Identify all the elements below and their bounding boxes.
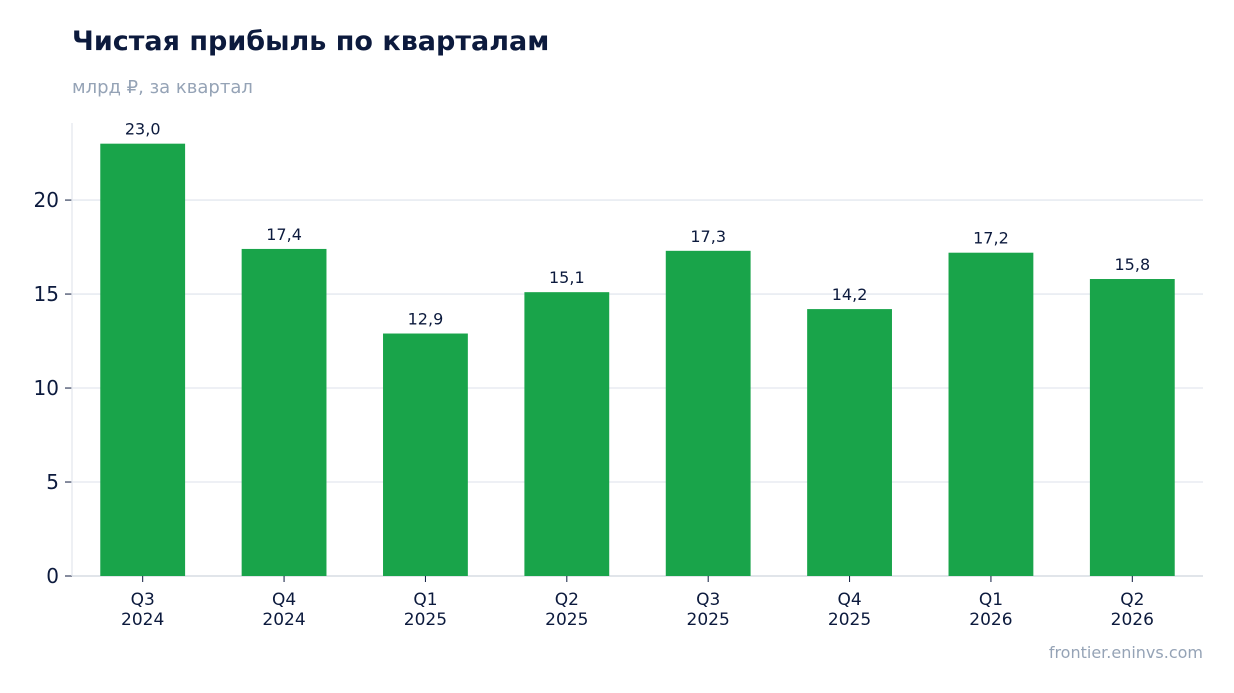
data-labels: 23,0 17,4 12,9 15,1 17,3 14,2 17,2 15,8 bbox=[125, 120, 1150, 329]
x-tick-quarter: Q1 bbox=[979, 590, 1003, 610]
y-tick-labels: 0 5 10 15 20 bbox=[34, 188, 59, 588]
data-label: 15,1 bbox=[549, 268, 585, 287]
y-tick-label: 5 bbox=[46, 470, 59, 494]
x-tick-quarter: Q3 bbox=[131, 590, 155, 610]
x-tick-year: 2025 bbox=[687, 610, 730, 630]
bar bbox=[948, 252, 1034, 577]
bar bbox=[241, 248, 327, 577]
x-tick-year: 2025 bbox=[828, 610, 871, 630]
x-tick-year: 2025 bbox=[404, 610, 447, 630]
x-tick-quarter: Q3 bbox=[696, 590, 720, 610]
x-tick-year: 2026 bbox=[969, 610, 1012, 630]
bar bbox=[807, 309, 892, 576]
data-label: 23,0 bbox=[125, 120, 161, 139]
x-tick-year: 2025 bbox=[545, 610, 588, 630]
data-label: 17,2 bbox=[973, 229, 1009, 248]
x-tick-label: Q3 2025 bbox=[687, 590, 730, 630]
x-tick-label: Q2 2025 bbox=[545, 590, 588, 630]
data-label: 17,3 bbox=[690, 227, 726, 246]
data-label: 17,4 bbox=[266, 225, 302, 244]
x-tick-label: Q1 2025 bbox=[404, 590, 447, 630]
chart-title: Чистая прибыль по кварталам bbox=[72, 26, 550, 57]
x-tick-label: Q3 2024 bbox=[121, 590, 164, 630]
data-label: 14,2 bbox=[832, 285, 868, 304]
x-tick-label: Q4 2024 bbox=[262, 590, 305, 630]
x-tick-quarter: Q2 bbox=[1120, 590, 1144, 610]
source-credit: frontier.eninvs.com bbox=[1048, 643, 1203, 662]
x-tick-year: 2026 bbox=[1111, 610, 1154, 630]
bar bbox=[383, 333, 468, 576]
x-tick-label: Q2 2026 bbox=[1111, 590, 1154, 630]
bar bbox=[524, 292, 610, 576]
y-tick-label: 15 bbox=[34, 282, 59, 306]
x-tick-label: Q4 2025 bbox=[828, 590, 871, 630]
bar bbox=[1089, 279, 1175, 576]
y-tick-label: 20 bbox=[34, 188, 59, 212]
data-label: 15,8 bbox=[1115, 255, 1151, 274]
y-tick-label: 10 bbox=[34, 376, 59, 400]
x-tick-quarter: Q4 bbox=[272, 590, 296, 610]
bar bbox=[100, 143, 186, 577]
x-tick-quarter: Q1 bbox=[413, 590, 437, 610]
bars bbox=[100, 143, 1175, 577]
y-tick-label: 0 bbox=[46, 564, 59, 588]
data-label: 12,9 bbox=[408, 310, 444, 329]
bar bbox=[665, 250, 751, 576]
chart-subtitle: млрд ₽, за квартал bbox=[72, 77, 253, 98]
x-tick-label: Q1 2026 bbox=[969, 590, 1012, 630]
x-tick-year: 2024 bbox=[262, 610, 305, 630]
x-tick-year: 2024 bbox=[121, 610, 164, 630]
x-tick-quarter: Q2 bbox=[555, 590, 579, 610]
x-tick-quarter: Q4 bbox=[837, 590, 861, 610]
